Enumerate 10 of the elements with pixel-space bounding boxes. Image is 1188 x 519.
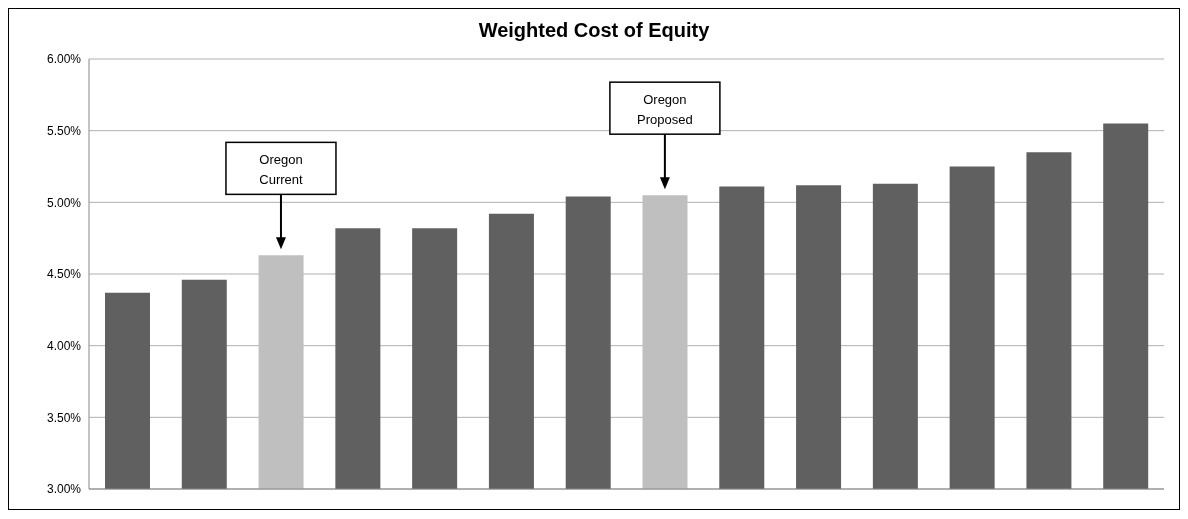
y-tick-label: 4.00%	[46, 338, 82, 353]
annotation: Oregon Proposed	[637, 92, 693, 128]
y-tick-label: 4.50%	[46, 267, 82, 282]
annotation: Oregon Current	[259, 152, 304, 188]
y-tick-label: 6.00%	[46, 52, 82, 67]
y-tick-label: 5.50%	[46, 123, 82, 138]
y-tick-label: 5.00%	[46, 195, 82, 210]
chart-title: Weighted Cost of Equity	[477, 19, 711, 42]
y-tick-label: 3.00%	[46, 482, 82, 497]
y-tick-label: 3.50%	[46, 410, 82, 425]
